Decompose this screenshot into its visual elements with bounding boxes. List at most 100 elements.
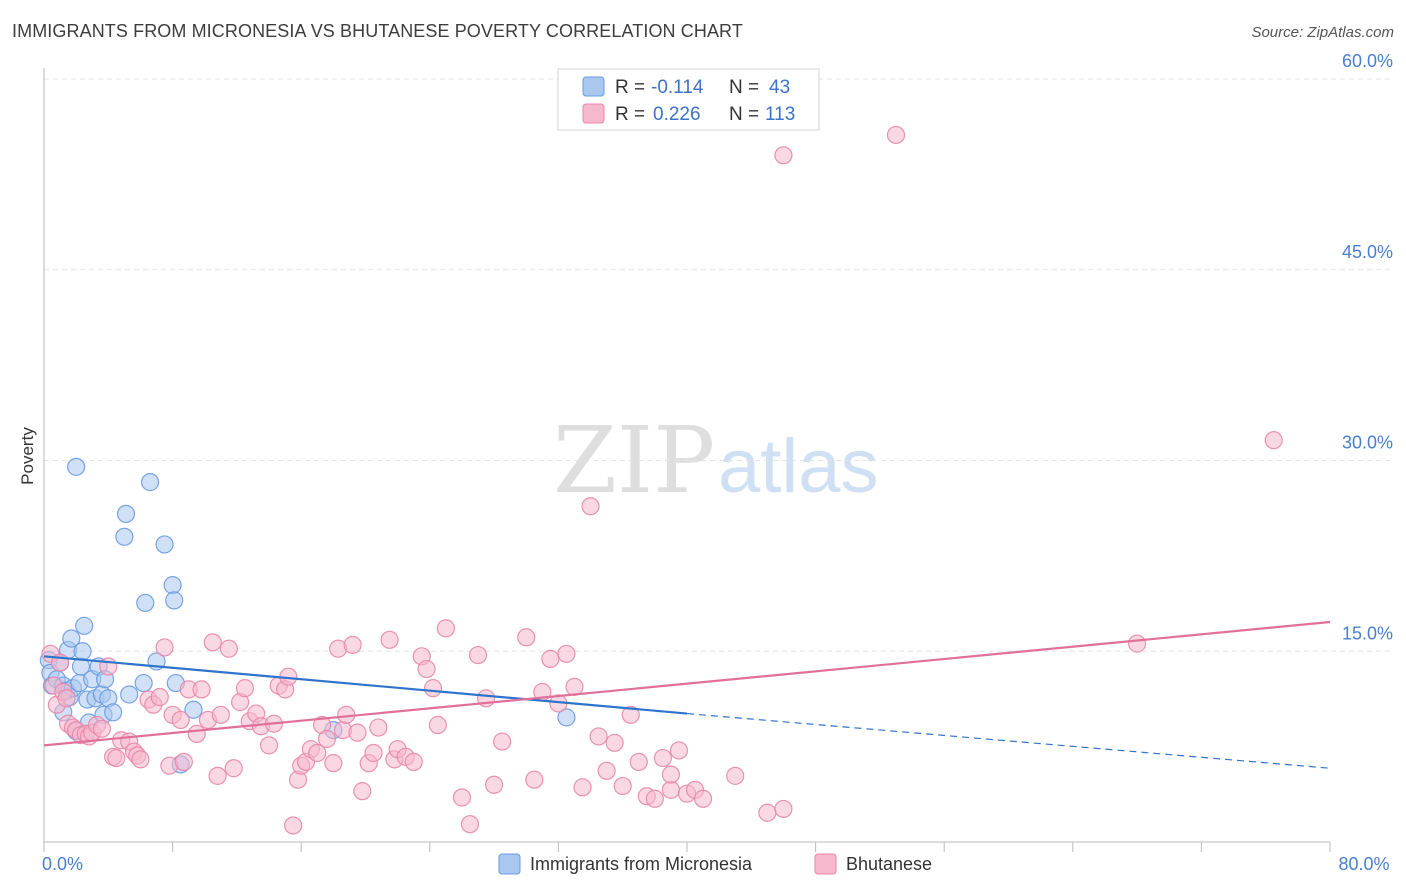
y-tick-label: 30.0% xyxy=(1342,433,1393,453)
data-point xyxy=(613,776,632,796)
trend-line-micronesia xyxy=(43,655,688,715)
data-point xyxy=(669,741,689,760)
x-ticks xyxy=(43,842,1331,852)
stats-n-label-micronesia: N = xyxy=(729,77,759,98)
legend-swatch-micronesia[interactable] xyxy=(498,853,521,875)
trend-extension-micronesia xyxy=(686,712,1331,769)
watermark: ZIP atlas xyxy=(553,407,879,514)
data-point xyxy=(165,591,184,610)
data-point xyxy=(224,759,243,778)
data-point xyxy=(661,780,681,799)
stats-swatch-micronesia xyxy=(582,76,605,97)
data-point xyxy=(131,750,150,769)
y-tick-label: 15.0% xyxy=(1342,623,1393,643)
data-point xyxy=(541,649,560,668)
data-point xyxy=(404,752,423,771)
data-point xyxy=(120,685,139,704)
data-point xyxy=(208,766,227,785)
legend-label-micronesia[interactable]: Immigrants from Micronesia xyxy=(530,854,753,874)
stats-n-label-bhutanese: N = xyxy=(729,104,759,125)
data-point xyxy=(1264,431,1283,450)
trend-lines xyxy=(43,620,1331,769)
data-point xyxy=(163,576,182,595)
data-point xyxy=(116,504,136,524)
data-point xyxy=(886,125,906,145)
data-point xyxy=(460,815,480,834)
data-point xyxy=(693,789,713,808)
data-point xyxy=(203,633,222,652)
legend-label-bhutanese[interactable]: Bhutanese xyxy=(846,854,932,874)
x-tick-label-max: 80.0% xyxy=(1338,854,1389,874)
stats-r-value-bhutanese: 0.226 xyxy=(653,104,701,125)
data-point xyxy=(62,629,81,648)
data-point xyxy=(653,748,672,768)
data-point xyxy=(364,743,383,763)
y-tick-label: 45.0% xyxy=(1342,242,1393,262)
data-point xyxy=(107,748,126,768)
data-point xyxy=(219,639,238,658)
trend-line-bhutanese xyxy=(43,620,1331,747)
data-point xyxy=(525,770,544,789)
data-point xyxy=(171,710,190,730)
data-point xyxy=(73,642,92,661)
data-point xyxy=(174,752,193,771)
legend-swatch-bhutanese[interactable] xyxy=(814,853,837,875)
data-point xyxy=(57,689,76,708)
data-point xyxy=(92,719,111,738)
data-point xyxy=(428,715,447,735)
data-point xyxy=(452,788,472,807)
data-point xyxy=(661,765,681,784)
data-point xyxy=(774,146,793,165)
stats-r-value-micronesia: -0.114 xyxy=(651,77,704,98)
y-axis-label: Poverty xyxy=(18,427,37,485)
data-point xyxy=(557,708,576,727)
data-point xyxy=(1127,634,1147,653)
data-point xyxy=(187,724,206,744)
data-point xyxy=(155,535,174,554)
series-micronesia xyxy=(39,457,576,774)
data-point xyxy=(155,638,174,657)
watermark-zip: ZIP xyxy=(553,407,715,514)
chart-title: IMMIGRANTS FROM MICRONESIA VS BHUTANESE … xyxy=(12,21,743,41)
data-point xyxy=(67,457,86,476)
data-point xyxy=(343,635,362,654)
data-point xyxy=(115,527,134,546)
watermark-atlas: atlas xyxy=(718,424,879,509)
data-point xyxy=(726,766,745,785)
x-tick-label-min: 0.0% xyxy=(42,854,83,874)
data-point xyxy=(104,703,123,722)
data-point xyxy=(423,679,443,698)
stats-r-label-bhutanese: R = xyxy=(615,104,645,125)
stats-n-value-micronesia: 43 xyxy=(769,77,790,98)
data-point xyxy=(380,630,399,649)
stats-legend: R = -0.114 N = 43 R = 0.226 N = 113 xyxy=(557,68,820,131)
stats-n-value-bhutanese: 113 xyxy=(765,104,795,125)
data-point xyxy=(589,727,608,746)
series-bhutanese xyxy=(41,125,1283,835)
data-point xyxy=(348,723,367,742)
y-tick-labels: 15.0% 30.0% 45.0% 60.0% xyxy=(1342,51,1393,643)
grid-lines xyxy=(44,78,1392,652)
data-point xyxy=(621,705,640,724)
data-point xyxy=(557,644,576,663)
series-legend: Immigrants from Micronesia Bhutanese xyxy=(498,853,932,875)
stats-r-label-micronesia: R = xyxy=(615,77,645,98)
data-point xyxy=(645,789,664,808)
data-point xyxy=(308,743,327,763)
data-point xyxy=(184,700,203,719)
data-point xyxy=(140,473,160,492)
stats-swatch-bhutanese xyxy=(582,103,605,124)
data-point xyxy=(136,593,155,613)
data-point xyxy=(150,687,169,707)
data-point xyxy=(284,816,303,835)
data-point xyxy=(517,628,536,647)
data-point xyxy=(317,729,337,749)
data-point xyxy=(774,799,793,819)
data-point xyxy=(629,752,648,771)
data-point xyxy=(211,705,230,724)
data-point xyxy=(324,754,343,773)
data-point xyxy=(581,497,600,516)
data-point xyxy=(605,733,624,752)
data-point xyxy=(485,775,504,794)
